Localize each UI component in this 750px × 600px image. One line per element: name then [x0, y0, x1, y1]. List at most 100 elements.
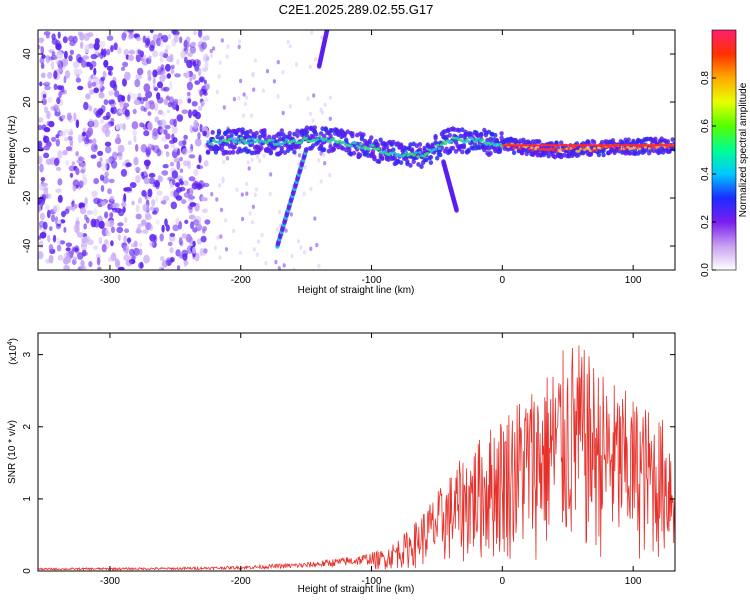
noise-speckle [154, 87, 159, 92]
x-tick-label: -200 [231, 576, 251, 587]
signal-core [392, 151, 397, 155]
signal-band [398, 160, 404, 166]
noise-speckle [140, 171, 144, 177]
noise-speckle [127, 140, 132, 146]
noise-speckle [162, 111, 166, 117]
noise-speckle [192, 240, 196, 248]
noise-speckle [320, 35, 324, 40]
noise-speckle [127, 94, 131, 102]
y-tick-label: 0 [22, 568, 33, 574]
noise-speckle [55, 59, 61, 65]
noise-speckle [276, 94, 280, 99]
noise-speckle [90, 154, 97, 159]
signal-core [467, 140, 471, 144]
y-tick-label: 20 [22, 96, 33, 108]
noise-speckle [143, 254, 150, 264]
signal-band [483, 132, 489, 138]
noise-speckle [104, 122, 111, 129]
noise-speckle [188, 176, 196, 182]
noise-speckle [183, 39, 188, 48]
noise-speckle [100, 105, 106, 113]
noise-speckle [245, 191, 249, 196]
noise-speckle [99, 118, 105, 124]
noise-speckle [196, 165, 204, 170]
noise-speckle [40, 62, 45, 69]
noise-speckle [222, 105, 226, 110]
noise-speckle [51, 136, 57, 142]
noise-speckle [183, 134, 188, 140]
noise-speckle [164, 124, 171, 130]
noise-speckle [169, 247, 174, 254]
colorbar-tick-label: 0.8 [700, 71, 711, 85]
noise-speckle [167, 102, 173, 108]
noise-speckle [188, 214, 196, 220]
noise-speckle [98, 220, 105, 229]
noise-speckle [262, 153, 266, 158]
noise-speckle [317, 263, 321, 269]
signal-band [350, 131, 355, 137]
noise-speckle [124, 71, 131, 81]
noise-speckle [131, 121, 139, 130]
noise-speckle [102, 70, 107, 79]
signal-band [351, 150, 357, 156]
noise-speckle [124, 109, 130, 117]
signal-core [649, 145, 654, 149]
noise-speckle [38, 44, 41, 50]
signal-core [206, 140, 210, 143]
noise-speckle [40, 72, 46, 79]
noise-speckle [189, 58, 196, 66]
noise-speckle [102, 115, 110, 120]
signal-core [218, 141, 222, 145]
noise-speckle [118, 151, 123, 161]
noise-speckle [109, 212, 114, 219]
noise-speckle [186, 69, 190, 79]
noise-speckle [201, 126, 205, 132]
signal-band [369, 135, 374, 141]
signal-band [408, 163, 413, 168]
noise-speckle [56, 97, 61, 105]
noise-speckle [135, 74, 143, 80]
noise-speckle [72, 185, 77, 192]
noise-speckle [187, 98, 192, 104]
signal-core [593, 147, 597, 150]
signal-band [347, 147, 352, 153]
signal-band [210, 130, 215, 135]
noise-speckle [154, 116, 160, 123]
noise-speckle [92, 138, 97, 145]
noise-speckle [253, 192, 257, 198]
noise-speckle [309, 186, 313, 192]
noise-speckle [239, 78, 243, 84]
noise-speckle [72, 256, 78, 261]
noise-speckle [93, 42, 100, 51]
noise-speckle [57, 31, 61, 39]
noise-speckle [77, 85, 84, 91]
signal-band [645, 136, 650, 142]
noise-speckle [75, 225, 80, 235]
signal-band [248, 129, 253, 134]
signal-band [450, 145, 456, 151]
noise-speckle [232, 228, 236, 234]
signal-band [416, 162, 421, 167]
noise-speckle [177, 98, 183, 105]
noise-speckle [216, 235, 220, 240]
noise-speckle [99, 174, 105, 181]
noise-speckle [128, 54, 134, 62]
noise-speckle [151, 131, 159, 140]
signal-band [479, 131, 484, 137]
noise-speckle [77, 252, 84, 260]
noise-speckle [320, 110, 324, 115]
noise-speckle [251, 71, 255, 77]
noise-speckle [137, 67, 144, 76]
signal-band [224, 141, 230, 147]
noise-speckle [57, 254, 64, 261]
noise-speckle [135, 213, 142, 220]
noise-speckle [135, 53, 142, 63]
noise-speckle [165, 63, 171, 72]
noise-speckle [139, 122, 145, 128]
noise-speckle [66, 112, 72, 121]
signal-band [458, 133, 463, 139]
colorbar-label: Normalized spectral amplitude [738, 82, 749, 217]
noise-speckle [323, 161, 327, 166]
noise-speckle [166, 73, 171, 79]
noise-speckle [169, 80, 173, 90]
